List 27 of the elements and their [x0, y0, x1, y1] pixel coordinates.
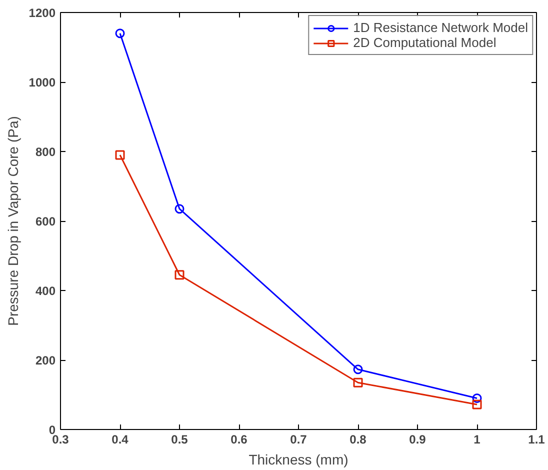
y-axis-title: Pressure Drop in Vapor Core (Pa) — [4, 116, 21, 326]
y-tick-label: 400 — [35, 284, 56, 298]
point — [472, 400, 482, 410]
point — [353, 378, 363, 388]
y-tick-label: 200 — [35, 354, 56, 368]
point — [115, 28, 125, 38]
y-tick-label: 1000 — [28, 76, 56, 90]
x-tick-label: 0.6 — [230, 432, 248, 446]
point — [174, 204, 184, 214]
x-axis-title: Thickness (mm) — [248, 452, 348, 468]
x-tick-label: 1.1 — [528, 432, 546, 446]
x-tick-label: 0.5 — [171, 432, 188, 446]
legend-label: 2D Computational Model — [353, 35, 496, 50]
x-tick-label: 1 — [474, 432, 481, 446]
y-tick-label: 800 — [35, 145, 56, 159]
x-tick-label: 0.9 — [409, 432, 426, 446]
point — [174, 270, 184, 280]
x-tick-label: 0.4 — [112, 432, 129, 446]
y-tick-label: 600 — [35, 214, 56, 228]
point — [353, 364, 363, 374]
point — [115, 150, 125, 160]
x-tick-label: 0.7 — [290, 432, 308, 446]
x-tick-label: 0.3 — [52, 432, 70, 446]
y-tick-label: 1200 — [28, 6, 56, 20]
point — [472, 393, 482, 403]
legend-label: 1D Resistance Network Model — [353, 20, 528, 35]
x-tick-label: 0.8 — [350, 432, 367, 446]
